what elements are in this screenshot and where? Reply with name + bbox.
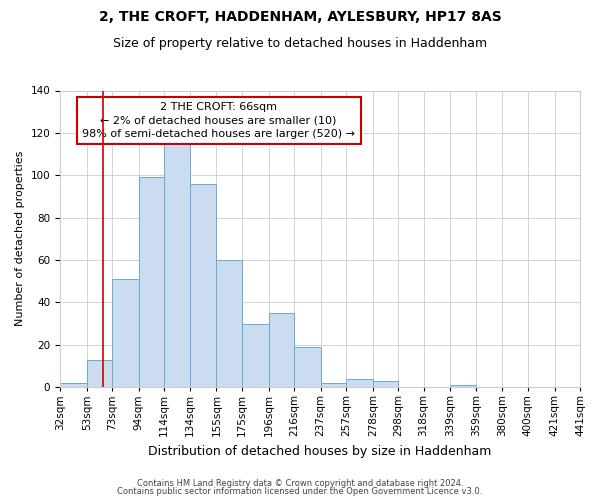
Bar <box>294 347 320 387</box>
Bar <box>242 324 269 387</box>
Bar <box>580 385 600 387</box>
Bar <box>346 378 373 387</box>
Bar <box>451 385 476 387</box>
Bar <box>112 279 139 387</box>
Bar <box>60 383 87 387</box>
Bar <box>164 142 190 387</box>
Bar <box>320 383 346 387</box>
Text: Contains HM Land Registry data © Crown copyright and database right 2024.: Contains HM Land Registry data © Crown c… <box>137 478 463 488</box>
Y-axis label: Number of detached properties: Number of detached properties <box>15 151 25 326</box>
Bar <box>269 313 294 387</box>
Bar <box>87 360 112 387</box>
Text: 2 THE CROFT: 66sqm
← 2% of detached houses are smaller (10)
98% of semi-detached: 2 THE CROFT: 66sqm ← 2% of detached hous… <box>82 102 355 139</box>
Bar <box>217 260 242 387</box>
Bar <box>190 184 217 387</box>
Bar <box>373 380 398 387</box>
Bar <box>139 178 164 387</box>
Text: Size of property relative to detached houses in Haddenham: Size of property relative to detached ho… <box>113 38 487 51</box>
Text: Contains public sector information licensed under the Open Government Licence v3: Contains public sector information licen… <box>118 487 482 496</box>
X-axis label: Distribution of detached houses by size in Haddenham: Distribution of detached houses by size … <box>148 444 492 458</box>
Text: 2, THE CROFT, HADDENHAM, AYLESBURY, HP17 8AS: 2, THE CROFT, HADDENHAM, AYLESBURY, HP17… <box>98 10 502 24</box>
